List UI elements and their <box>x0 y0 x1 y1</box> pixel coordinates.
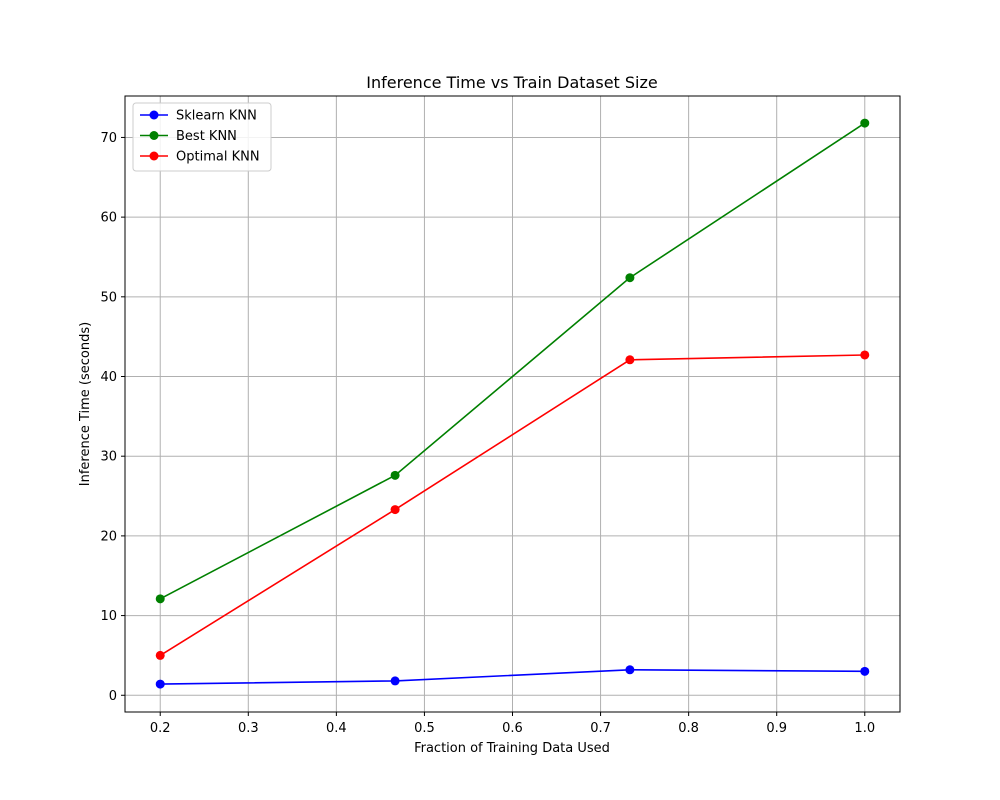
data-point-sklearn-knn <box>155 679 165 689</box>
x-tick-label: 0.4 <box>326 721 347 736</box>
legend-marker-optimal-knn <box>149 151 159 161</box>
x-tick-label: 0.3 <box>238 721 259 736</box>
series-line-best-knn <box>159 122 866 600</box>
y-tick-label: 50 <box>100 290 117 305</box>
y-tick-label: 20 <box>100 529 117 544</box>
y-tick-label: 30 <box>100 450 117 465</box>
ticks: 0.2 0.3 0.4 0.5 0.6 0.7 0.8 0.9 1.0 0 10 20 30 40 50 60… <box>100 131 875 736</box>
x-tick-label: 0.5 <box>414 721 435 736</box>
y-axis-label: Inference Time (seconds) <box>78 322 93 486</box>
chart-title: Inference Time vs Train Dataset Size <box>366 73 657 92</box>
y-tick-label: 40 <box>100 370 117 385</box>
data-point-optimal-knn <box>860 350 870 360</box>
x-tick-label: 0.8 <box>678 721 699 736</box>
data-point-best-knn <box>860 118 870 128</box>
data-point-optimal-knn <box>155 650 165 660</box>
series-best-knn <box>155 118 870 604</box>
data-point-optimal-knn <box>625 355 635 365</box>
data-point-optimal-knn <box>390 505 400 515</box>
x-tick-label: 0.7 <box>590 721 611 736</box>
x-tick-label: 1.0 <box>854 721 875 736</box>
x-tick-label: 0.6 <box>502 721 523 736</box>
data-point-best-knn <box>390 470 400 480</box>
legend-marker-sklearn-knn <box>149 110 159 120</box>
x-axis-label: Fraction of Training Data Used <box>414 741 610 756</box>
legend-label-best-knn: Best KNN <box>176 129 237 144</box>
y-tick-label: 0 <box>109 689 117 704</box>
y-tick-label: 70 <box>100 131 117 146</box>
legend-label-optimal-knn: Optimal KNN <box>176 150 260 165</box>
data-point-sklearn-knn <box>390 676 400 686</box>
legend-marker-best-knn <box>149 131 159 140</box>
series-sklearn-knn <box>155 665 870 689</box>
x-tick-label: 0.2 <box>150 721 171 736</box>
legend: Sklearn KNN Best KNN Optimal KNN <box>132 102 272 172</box>
data-point-best-knn <box>155 594 165 604</box>
data-point-best-knn <box>625 273 635 283</box>
series-line-optimal-knn <box>159 354 865 657</box>
legend-label-sklearn-knn: Sklearn KNN <box>176 109 257 124</box>
series-line-sklearn-knn <box>160 668 865 685</box>
series-optimal-knn <box>155 350 870 660</box>
data-point-sklearn-knn <box>625 665 635 675</box>
series-layer <box>155 118 870 689</box>
data-point-sklearn-knn <box>860 666 870 676</box>
y-tick-label: 60 <box>100 211 117 226</box>
y-tick-label: 10 <box>100 609 117 624</box>
legend-box <box>132 102 272 172</box>
x-tick-label: 0.9 <box>766 721 787 736</box>
